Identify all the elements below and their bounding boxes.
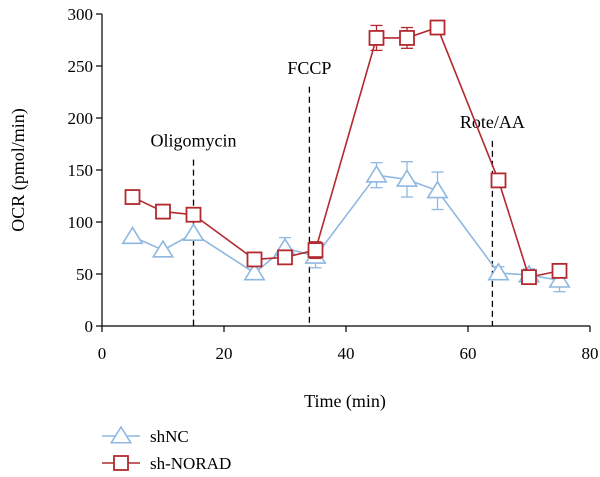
y-axis-title: OCR (pmol/min) [8,108,29,232]
injection-label: Rote/AA [460,112,525,132]
y-tick-label: 200 [68,109,94,128]
injection-label: Oligomycin [151,131,237,151]
x-tick-label: 40 [338,344,355,363]
data-point [426,180,449,199]
legend: shNC sh-NORAD [102,425,231,473]
y-tick-label: 0 [85,317,94,336]
data-point [307,242,324,258]
data-point [395,168,419,187]
data-point [121,226,144,245]
x-axis-title: Time (min) [304,391,386,412]
data-point [243,262,266,281]
y-tick-label: 50 [76,265,93,284]
data-point [277,249,293,266]
injection-label: FCCP [287,58,331,78]
data-point [246,251,263,268]
data-point [429,19,446,36]
data-point [185,206,202,223]
axes: 0 50 100 150 200 250 300 0 20 40 60 80 [68,5,599,363]
data-point [551,262,568,279]
legend-marker [109,425,133,444]
x-tick-label: 0 [98,344,107,363]
legend-label: shNC [150,427,189,446]
injection-annotations: Oligomycin FCCP Rote/AA [151,58,525,326]
data-point [487,262,510,281]
y-tick-label: 150 [68,161,94,180]
data-point [155,203,171,220]
data-point [368,30,385,46]
data-point [521,269,537,286]
data-point [548,269,571,288]
legend-item: sh-NORAD [102,454,231,473]
data-point [124,189,141,205]
x-tick-label: 20 [216,344,233,363]
x-tick-label: 80 [582,344,599,363]
series-sh-norad [124,19,568,286]
data-point [490,172,507,189]
legend-label: sh-NORAD [150,454,231,473]
data-point [399,30,415,46]
y-tick-label: 300 [68,5,94,24]
y-tick-label: 250 [68,57,94,76]
data-series [121,19,571,293]
x-tick-label: 60 [460,344,477,363]
legend-marker [113,455,129,471]
data-point [182,222,205,241]
series-line [132,174,560,282]
data-point [365,164,388,183]
data-point [151,239,175,258]
legend-item: shNC [102,425,189,446]
y-tick-label: 100 [68,213,94,232]
